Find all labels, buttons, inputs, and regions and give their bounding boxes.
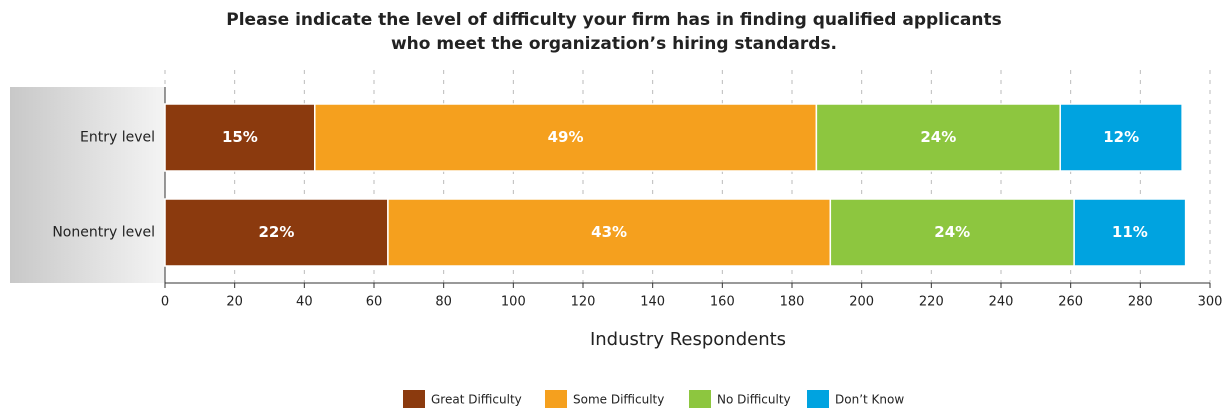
x-tick-label: 0 [161,295,169,310]
legend-label: Some Difficulty [573,393,664,407]
legend-label: Don’t Know [835,393,904,407]
legend-swatch [807,390,829,408]
x-axis-title: Industry Respondents [590,329,786,350]
data-label: 49% [548,128,584,146]
x-tick-label: 200 [849,295,874,310]
label-panel [10,87,165,283]
x-tick-label: 20 [226,295,243,310]
data-label: 22% [259,223,295,241]
legend-label: Great Difficulty [431,393,522,407]
data-label: 24% [934,223,970,241]
x-tick-label: 160 [710,295,735,310]
x-tick-label: 260 [1058,295,1083,310]
bar-segment [815,103,1061,172]
bar-segment [314,103,818,172]
legend-swatch [403,390,425,408]
bar-segment [164,103,316,172]
data-label: 43% [591,223,627,241]
legend-label: No Difficulty [717,393,791,407]
x-tick-label: 40 [296,295,313,310]
x-tick-label: 180 [780,295,805,310]
bar-segment [1073,198,1187,267]
data-label: 12% [1103,128,1139,146]
category-label: Entry level [80,130,155,146]
data-label: 11% [1112,223,1148,241]
data-label: 15% [222,128,258,146]
x-tick-label: 140 [640,295,665,310]
x-tick-label: 120 [571,295,596,310]
legend-swatch [689,390,711,408]
x-tick-label: 220 [919,295,944,310]
x-tick-label: 60 [366,295,383,310]
x-tick-label: 100 [501,295,526,310]
x-tick-label: 280 [1128,295,1153,310]
bar-segment [387,198,832,267]
chart-title: who meet the organization’s hiring stand… [391,34,837,54]
x-tick-label: 240 [989,295,1014,310]
legend-swatch [545,390,567,408]
data-label: 24% [920,128,956,146]
x-tick-label: 80 [435,295,452,310]
bar-segment [1059,103,1183,172]
x-tick-label: 300 [1198,295,1223,310]
chart-title: Please indicate the level of difficulty … [226,10,1001,30]
category-label: Nonentry level [52,225,155,241]
